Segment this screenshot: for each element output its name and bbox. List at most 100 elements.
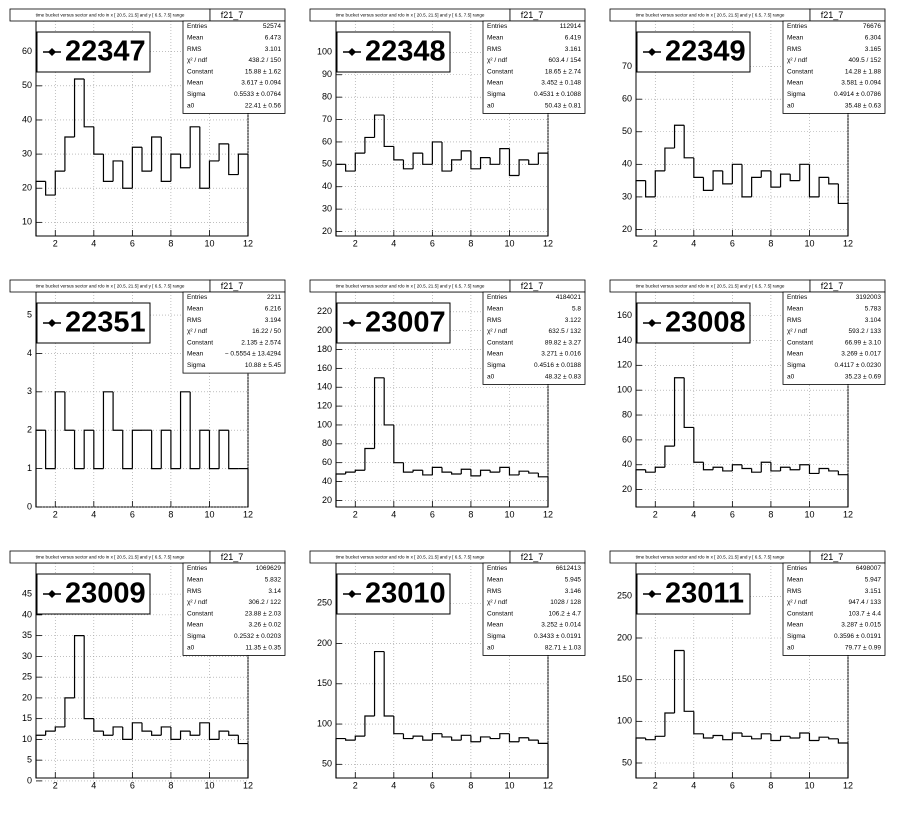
x-tick-label: 12 [243,509,253,519]
stats-value: 10.88 ± 5.45 [245,362,281,369]
histogram-bin [160,137,171,182]
stats-value: 112914 [560,23,582,30]
x-tick-label: 6 [130,780,135,790]
stats-value: 438.2 / 150 [248,57,281,64]
histogram-bin [499,733,510,739]
histogram-bin [179,730,191,740]
histogram-bin [64,136,75,172]
histogram-bin [508,467,520,476]
stats-label: Mean [187,622,204,629]
stats-label: Entries [187,23,208,30]
histogram-bin [470,735,481,743]
stats-value: 3.122 [565,317,582,324]
stats-label: a0 [787,373,795,380]
histogram-bin [422,470,433,476]
y-tick-label: 20 [622,484,632,494]
histogram-bin [383,651,394,717]
histogram-bin [722,170,733,185]
stats-value: 82.71 ± 1.03 [545,644,581,651]
histogram-bin [664,712,675,737]
stats-label: Sigma [787,91,806,98]
histogram-bin [489,470,500,473]
stats-label: Mean [487,622,504,629]
stats-value: 14.28 ± 1.88 [845,68,881,75]
stats-label: Constant [787,610,813,617]
histogram-bin [789,174,800,182]
stats-label: Mean [787,306,804,313]
stats-value: 947.4 / 133 [848,599,881,606]
stats-value: 3.581 ± 0.094 [841,80,881,87]
y-tick-label: 10 [22,217,32,227]
histogram-bin [131,429,142,469]
histogram-bin [335,163,346,236]
x-tick-label: 12 [543,238,553,248]
histogram-bin [818,467,829,474]
histogram-bin [393,146,404,161]
stats-value: 1069629 [256,565,282,572]
stats-label: RMS [187,588,202,595]
x-tick-label: 4 [91,509,96,519]
histogram-bin [393,424,404,464]
histogram-bin [712,466,723,470]
stats-label: Entries [187,565,208,572]
stats-box [482,562,586,656]
x-tick-label: 4 [391,780,396,790]
histogram-bin [402,159,414,170]
y-tick-label: 100 [617,716,632,726]
histogram-bin [654,466,665,473]
stats-value: 106.2 ± 4.7 [549,610,582,617]
histogram-bin [741,733,752,737]
histogram-bin [422,736,433,741]
histogram-bin [654,735,665,740]
histogram-bin [760,461,771,473]
stats-label: Mean [487,35,504,42]
stats-label: a0 [787,102,795,109]
histogram-bin [141,722,152,732]
stats-value: 35.23 ± 0.69 [845,373,881,380]
stats-label: Constant [787,68,813,75]
stats-label: Sigma [487,91,506,98]
stats-value: 52574 [263,23,281,30]
histogram-bin [828,468,839,472]
panel-title: time bucket versus sector and rdo in x [… [336,555,485,560]
histogram-bin [373,114,385,138]
histogram-bin [528,737,539,741]
stats-box [782,291,886,385]
histogram-bin [693,711,704,735]
y-tick-label: 0 [27,501,32,511]
stats-label: Sigma [787,362,806,369]
stats-value: 632.5 / 132 [548,328,581,335]
x-tick-label: 12 [243,780,253,790]
stats-label: a0 [187,102,195,109]
stats-label: RMS [487,317,502,324]
histogram-bin [441,467,452,473]
stats-value: 18.65 ± 2.74 [545,68,581,75]
histogram-bin [635,469,646,507]
histogram-bin [402,733,414,740]
panel: 2 4 6 8 10 12 50 100 150 200 250 time bucket versus… [609,550,886,790]
stats-label: RMS [187,46,202,53]
x-tick-label: 4 [691,238,696,248]
histogram-bin [345,471,356,474]
x-tick-label: 10 [504,238,514,248]
stats-box [782,20,886,114]
histogram-bin [518,159,529,176]
histogram-name: f21_7 [521,281,544,291]
y-tick-label: 150 [617,674,632,684]
stats-label: Mean [187,80,204,87]
stats-value: 0.4531 ± 0.1088 [534,91,581,98]
y-tick-label: 30 [622,191,632,201]
y-tick-label: 180 [317,344,332,354]
x-tick-label: 2 [353,509,358,519]
stats-label: Mean [487,306,504,313]
stats-value: 0.4914 ± 0.0786 [834,91,881,98]
stats-box [782,562,886,656]
histogram-bin [441,733,452,738]
stats-value: 3.287 ± 0.015 [841,622,881,629]
histogram-bin [451,736,462,741]
histogram-bin [712,734,723,738]
legend-label: 23007 [365,307,446,339]
y-tick-label: 250 [317,598,332,608]
x-tick-label: 8 [768,509,773,519]
histogram-name: f21_7 [221,552,244,562]
